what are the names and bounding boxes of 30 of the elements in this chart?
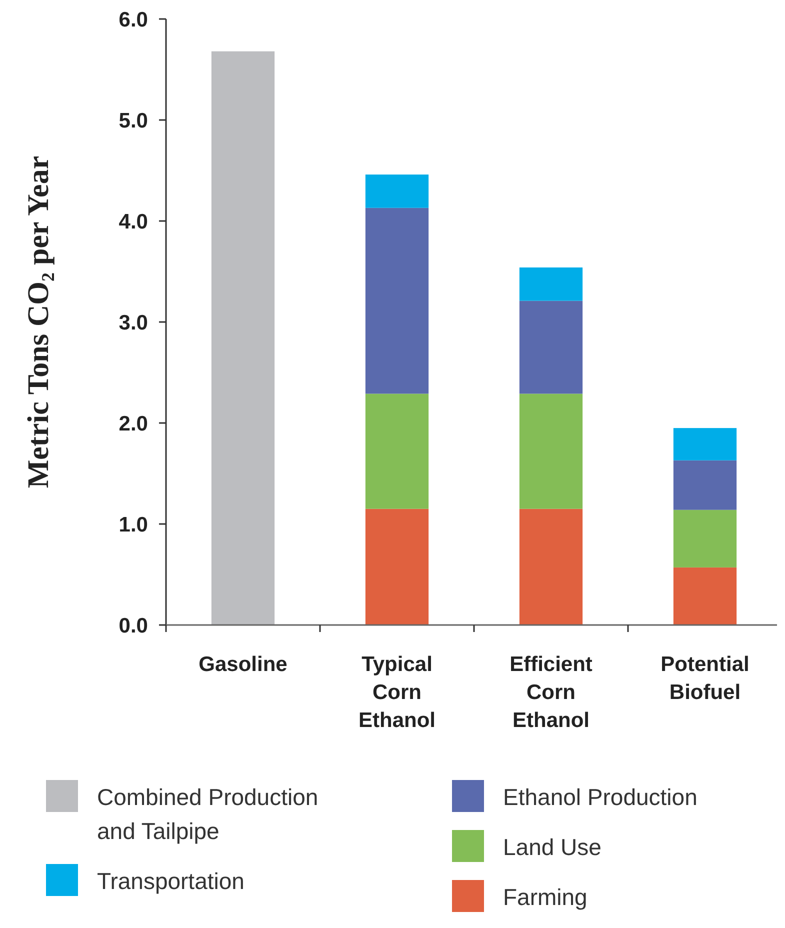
bar (211, 51, 275, 625)
bar (519, 508, 583, 625)
bar (519, 394, 583, 509)
bar (673, 428, 737, 460)
y-tick-label: 0.0 (118, 614, 148, 638)
bar (519, 267, 583, 301)
bar (673, 460, 737, 510)
legend-label: Farming (503, 884, 588, 910)
y-tick-label: 3.0 (118, 311, 148, 334)
bar (673, 510, 737, 568)
legend-label: Ethanol Production (503, 784, 698, 810)
bar (365, 208, 429, 394)
bar (365, 508, 429, 625)
x-tick-label: Typical Corn Ethanol (358, 653, 436, 732)
legend-label: Transportation (97, 868, 244, 894)
x-tick-label: Efficient Corn Ethanol (510, 653, 592, 732)
legend-label: Land Use (503, 834, 602, 860)
y-tick-label: 5.0 (118, 109, 148, 132)
y-tick-label: 6.0 (118, 8, 148, 32)
bar (673, 567, 737, 625)
bar (365, 394, 429, 509)
x-tick-label: Potential Biofuel (660, 653, 750, 704)
y-tick-label: 1.0 (118, 513, 148, 536)
legend-label: Combined Production and Tailpipe (97, 784, 318, 844)
x-tick-label: Gasoline (198, 653, 288, 676)
y-axis-title: Metric Tons CO₂ per Year (22, 156, 55, 488)
y-tick-label: 2.0 (118, 412, 148, 436)
bar (365, 174, 429, 208)
bar (519, 300, 583, 394)
y-tick-label: 4.0 (118, 210, 148, 234)
